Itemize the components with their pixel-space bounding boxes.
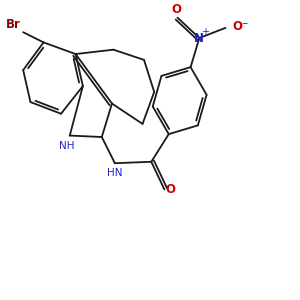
Text: N: N [194, 32, 204, 44]
Text: O: O [166, 183, 176, 196]
Text: +: + [201, 27, 208, 37]
Text: HN: HN [106, 169, 122, 178]
Text: O⁻: O⁻ [233, 20, 249, 33]
Text: NH: NH [59, 141, 75, 151]
Text: Br: Br [5, 18, 20, 31]
Text: O: O [171, 3, 181, 16]
